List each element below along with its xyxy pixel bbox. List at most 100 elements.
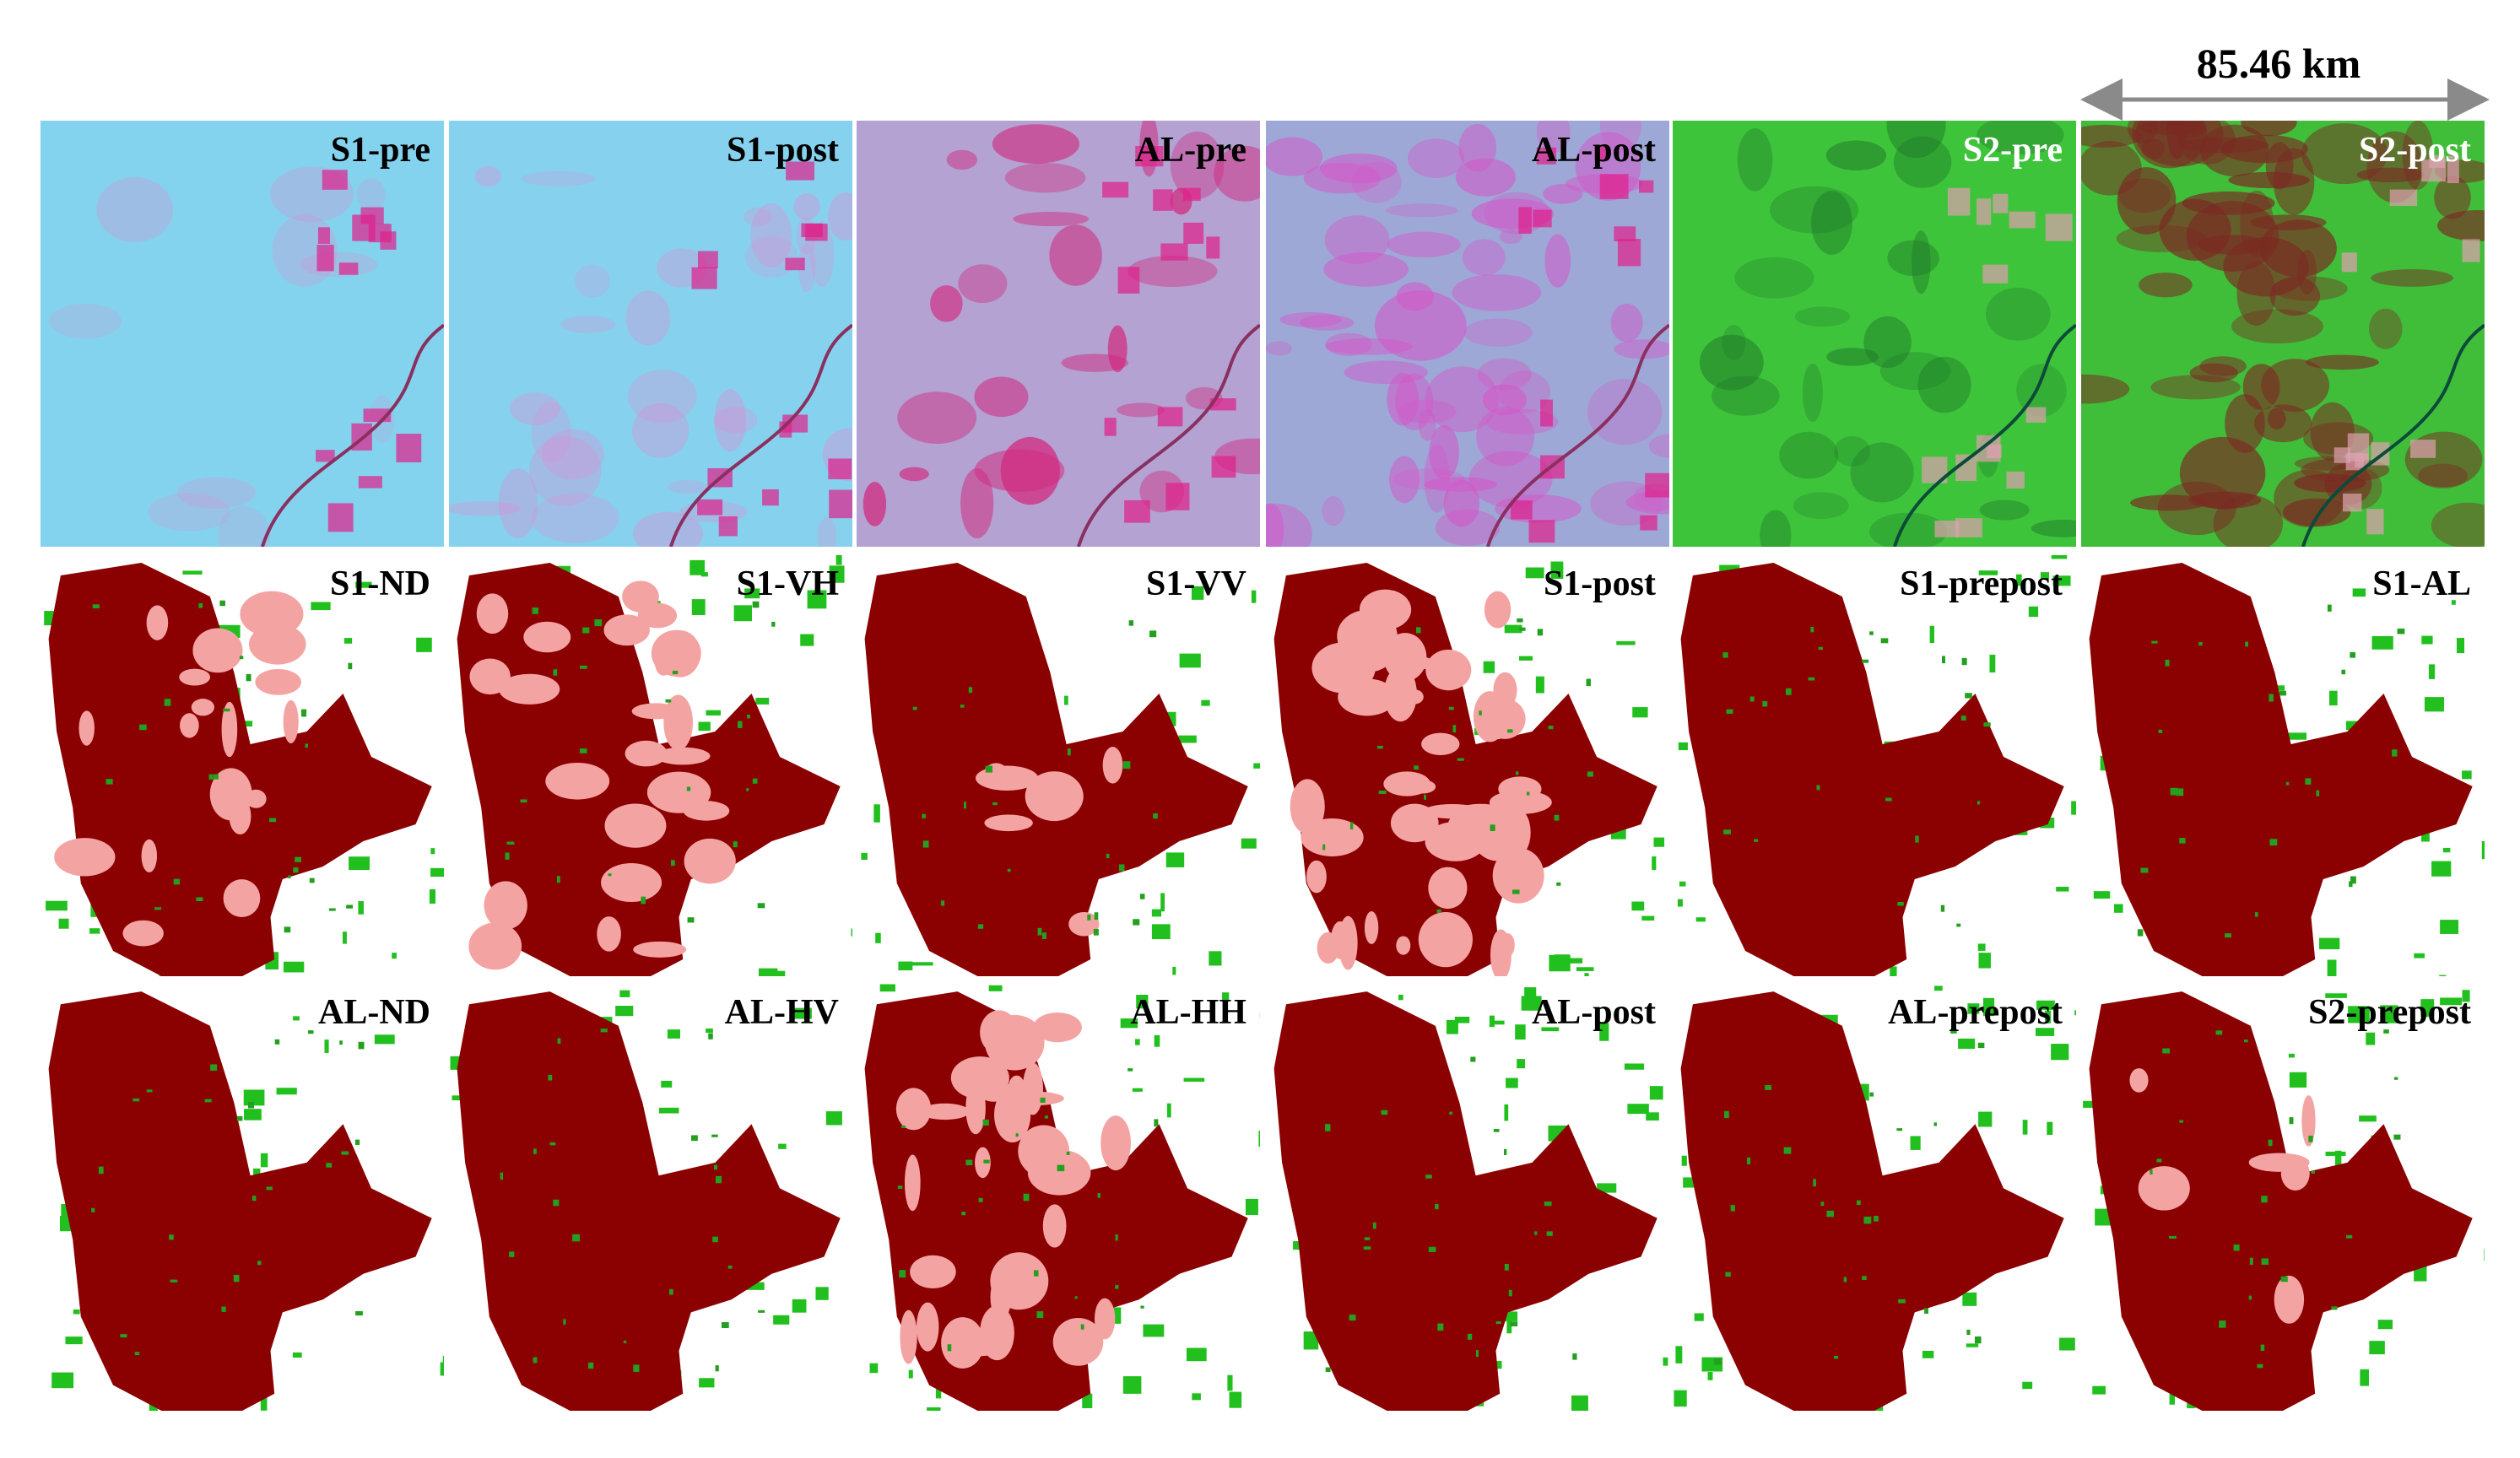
image-blob [1769, 186, 1859, 234]
green-speck [712, 1236, 718, 1243]
field-patch [1614, 226, 1636, 242]
unburned-speck [1576, 967, 1594, 971]
green-speck [1495, 1321, 1501, 1325]
green-speck [964, 802, 967, 809]
river [1076, 323, 1260, 547]
unburned-speck [2369, 1341, 2385, 1355]
image-blob [1879, 352, 1951, 391]
green-speck [1425, 1174, 1432, 1179]
unburned-speck [2319, 937, 2340, 950]
unburned-speck [689, 559, 706, 575]
green-speck [1037, 927, 1042, 936]
image-blob [2431, 502, 2485, 547]
green-speck [1974, 1336, 1982, 1344]
green-speck [1746, 1157, 1751, 1164]
image-blob [2199, 124, 2269, 177]
green-speck [1898, 1299, 1906, 1304]
unburned-speck [1506, 1077, 1518, 1088]
scale-bar-label: 85.46 km [2197, 40, 2360, 87]
image-blob [1543, 184, 1583, 204]
green-speck [1723, 1110, 1729, 1119]
unburned-speck [691, 599, 706, 615]
unburned-speck [1179, 653, 1201, 668]
unburned-speck [1663, 1357, 1668, 1366]
field-patch [2341, 252, 2357, 273]
green-speck [2350, 876, 2356, 884]
commission-area [684, 838, 736, 884]
image-blob [1429, 424, 1459, 480]
panel [1266, 983, 1669, 1411]
image-blob [930, 285, 963, 322]
unburned-speck [1541, 1027, 1560, 1032]
commission-area [1384, 666, 1417, 722]
green-speck [1961, 657, 1967, 666]
image-blob [1323, 251, 1409, 287]
green-speck [1067, 748, 1071, 756]
field-patch [1165, 483, 1190, 510]
commission-area [659, 629, 701, 678]
green-speck [1896, 1128, 1903, 1131]
unburned-speck [1186, 1347, 1207, 1362]
commission-area [916, 1302, 939, 1352]
green-speck [711, 1134, 718, 1137]
field-patch [2389, 189, 2418, 207]
green-speck [2162, 1048, 2171, 1054]
green-speck [608, 873, 612, 877]
green-speck [1783, 1147, 1792, 1154]
green-speck [1983, 722, 1991, 727]
field-patch [1536, 147, 1556, 165]
unburned-speck [2428, 664, 2436, 679]
image-blob [2356, 167, 2425, 183]
green-speck [752, 778, 758, 784]
image-blob [2127, 121, 2158, 143]
image-blob [1443, 479, 1480, 527]
field-patch [786, 161, 814, 181]
unburned-speck [1446, 1020, 1458, 1034]
unburned-speck [311, 602, 331, 611]
image-blob [96, 177, 174, 243]
image-blob [1536, 121, 1571, 153]
green-speck [1467, 1333, 1473, 1340]
panel [2081, 983, 2485, 1411]
unburned-speck [1694, 1313, 1704, 1321]
green-speck [139, 724, 147, 731]
commission-area [1457, 803, 1504, 818]
unburned-speck [758, 968, 778, 976]
unburned-speck [1958, 1038, 1976, 1050]
green-speck [1510, 1321, 1518, 1327]
commission-area [975, 1147, 991, 1179]
green-speck [1381, 1110, 1388, 1115]
image-blob [667, 480, 708, 494]
unburned-speck [1561, 958, 1583, 964]
green-speck [1106, 853, 1110, 859]
image-blob [625, 290, 671, 346]
unburned-speck [1525, 567, 1544, 579]
green-speck [288, 875, 291, 879]
image-blob [1699, 334, 1764, 391]
unburned-speck [283, 961, 305, 973]
green-speck [1414, 765, 1420, 770]
image-blob [49, 303, 122, 339]
unburned-speck [1303, 1331, 1319, 1350]
burn-area [1680, 563, 2064, 976]
green-speck [1424, 794, 1427, 800]
unburned-speck [1064, 695, 1068, 705]
green-speck [208, 774, 214, 780]
image-blob [1388, 456, 1420, 504]
field-patch [1211, 456, 1236, 478]
field-patch [2045, 213, 2073, 241]
green-speck [1094, 912, 1099, 921]
green-speck [1457, 758, 1464, 761]
green-speck [1915, 835, 1919, 843]
image-blob [1648, 434, 1669, 458]
unburned-speck [2071, 801, 2076, 815]
image-blob [1917, 356, 1971, 413]
unburned-speck [869, 1363, 879, 1374]
green-speck [556, 876, 560, 883]
green-speck [1965, 693, 1972, 699]
unburned-speck [46, 900, 68, 911]
image-blob [1614, 339, 1669, 359]
field-patch [1209, 398, 1236, 411]
image-blob [1610, 303, 1643, 343]
burn-area [1274, 991, 1657, 1411]
